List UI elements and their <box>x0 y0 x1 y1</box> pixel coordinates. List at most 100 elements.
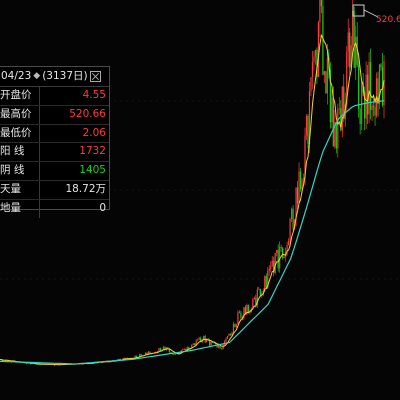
candle-body <box>346 51 348 105</box>
candle-body <box>253 297 255 300</box>
close-icon[interactable] <box>89 71 101 82</box>
candle-body <box>217 345 220 348</box>
candle-body <box>317 22 320 77</box>
stat-label: 阳 线 <box>0 143 40 162</box>
candle-body <box>296 187 299 204</box>
moving-average-short-line <box>0 33 385 366</box>
candle-body <box>182 349 184 351</box>
candle-body <box>340 108 342 131</box>
candle-body <box>279 246 281 269</box>
range-toggle-arrows-icon[interactable]: ◆ <box>33 71 40 81</box>
candle-body <box>255 297 257 306</box>
stat-label: 阴 线 <box>0 162 40 180</box>
candle-body <box>167 347 169 349</box>
candle-body <box>364 92 366 119</box>
candle-body <box>289 219 291 241</box>
candle-body <box>323 71 325 75</box>
candle-body <box>134 355 136 359</box>
candle-body <box>304 135 306 179</box>
candle-body <box>40 364 42 366</box>
candle-body <box>261 292 263 296</box>
candle-body <box>155 351 157 353</box>
candle-body <box>136 355 138 358</box>
candle-body <box>118 358 120 360</box>
candle-body <box>168 348 170 353</box>
candle-body <box>298 171 300 204</box>
stat-value: 1405 <box>79 164 106 177</box>
stat-row-min-volume: 地量 0 <box>0 199 109 218</box>
candle-body <box>314 49 317 57</box>
range-statistics-panel: 04/23 ◆ (3137日) 开盘价 4.55 最高价 520.66 最低价 … <box>0 66 110 218</box>
candle-body <box>274 253 276 273</box>
candle-body <box>58 364 60 366</box>
candle-body <box>307 115 309 144</box>
candle-body <box>232 323 235 333</box>
candle-body <box>30 363 32 365</box>
candle-body <box>234 323 236 328</box>
candle-body <box>273 260 275 273</box>
candle-body <box>353 10 355 68</box>
candle-body <box>378 64 381 104</box>
panel-header: 04/23 ◆ (3137日) <box>0 67 109 87</box>
range-date: 04/23 <box>1 70 32 82</box>
candle-body <box>320 0 323 7</box>
candle-body <box>352 10 354 46</box>
candle-body <box>147 351 150 355</box>
candle-body <box>243 307 245 318</box>
candle-body <box>124 357 126 359</box>
stat-row-high: 最高价 520.66 <box>0 105 109 125</box>
candle-body <box>195 340 197 346</box>
candle-body <box>264 276 266 291</box>
candle-body <box>37 364 39 365</box>
candle-body <box>293 219 296 229</box>
candle-body <box>259 288 261 296</box>
candle-body <box>267 271 269 288</box>
candle-body <box>329 69 331 123</box>
candle-body <box>295 187 297 220</box>
candle-body <box>220 348 223 350</box>
candle-body <box>237 312 239 325</box>
candle-body <box>173 354 175 355</box>
candle-body <box>210 341 212 346</box>
candle-body <box>212 341 214 343</box>
candle-body <box>170 352 172 354</box>
candle-body <box>144 352 147 355</box>
candle-body <box>231 332 233 336</box>
candle-body <box>283 256 285 259</box>
stat-row-up-candles: 阳 线 1732 <box>0 143 109 163</box>
candle-body <box>308 91 311 144</box>
candle-body <box>335 122 337 149</box>
candle-body <box>156 351 159 353</box>
candle-body <box>288 240 290 246</box>
candle-body <box>337 108 339 149</box>
candle-body <box>301 179 303 189</box>
candle-body <box>367 74 369 115</box>
candle-body <box>164 346 166 350</box>
candle-body <box>140 354 142 356</box>
candle-body <box>125 357 127 359</box>
stat-row-down-candles: 阴 线 1405 <box>0 162 109 181</box>
candle-body <box>235 324 238 328</box>
candle-body <box>162 346 165 350</box>
candle-body <box>138 354 141 358</box>
candle-body <box>258 288 260 290</box>
candle-body <box>158 348 160 352</box>
candle-body <box>194 343 196 346</box>
candle-body <box>223 341 226 345</box>
stat-value: 4.55 <box>82 89 106 101</box>
candle-body <box>197 339 199 341</box>
moving-average-long-line <box>0 100 385 365</box>
highest-price-label: 520.6 <box>376 15 400 25</box>
candle-body <box>313 56 315 63</box>
candle-body <box>369 62 372 110</box>
candle-body <box>305 115 308 136</box>
candle-body <box>350 45 352 68</box>
candle-body <box>383 61 385 106</box>
stat-label: 最高价 <box>0 105 40 124</box>
candle-body <box>186 347 188 351</box>
candle-body <box>368 62 370 115</box>
stat-label: 最低价 <box>0 124 40 143</box>
candle-body <box>188 347 190 350</box>
candle-body <box>292 208 294 229</box>
